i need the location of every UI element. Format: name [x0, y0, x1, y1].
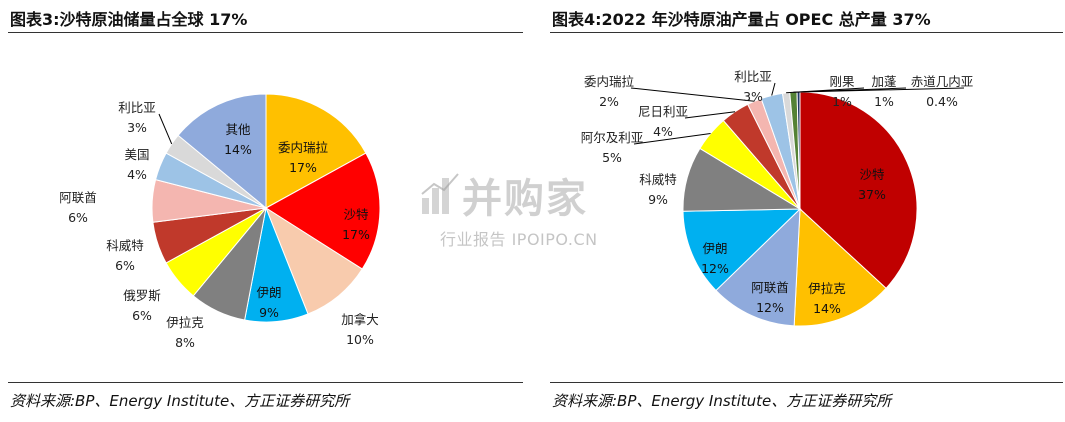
slice-value-label: 0.4% [926, 94, 958, 109]
slice-name-label: 美国 [124, 147, 149, 162]
slice-value-label: 6% [68, 210, 88, 225]
left-bottom-rule [8, 382, 523, 383]
slice-value-label: 17% [342, 227, 370, 242]
pie-slice [264, 206, 363, 315]
slice-name-label: 阿联酋 [59, 190, 97, 205]
pie-slices [682, 91, 918, 327]
slice-name-label: 委内瑞拉 [584, 74, 635, 89]
slice-name-label: 赤道几内亚 [911, 74, 974, 89]
leader-lines [158, 113, 173, 145]
slice-name-label: 伊拉克 [808, 281, 846, 296]
slice-name-label: 伊朗 [702, 241, 727, 256]
slice-name-label: 科威特 [639, 172, 677, 187]
slice-name-label: 阿联酋 [751, 280, 789, 295]
slice-value-label: 6% [132, 308, 152, 323]
slice-name-label: 尼日利亚 [638, 104, 688, 119]
slice-value-label: 17% [289, 160, 317, 175]
left-pie-chart: 委内瑞拉 17% 沙特 17% 加拿大 10% 伊朗 9% 伊拉克 8% 俄罗斯 6% 科威特 6% 阿联酋… [59, 93, 381, 350]
right-source-note: 资料来源:BP、Energy Institute、方正证券研究所 [552, 392, 892, 410]
slice-value-label: 9% [259, 305, 279, 320]
slice-value-label: 1% [832, 94, 852, 109]
slice-name-label: 沙特 [859, 167, 884, 182]
slice-value-label: 5% [602, 150, 622, 165]
slice-value-label: 3% [127, 120, 147, 135]
slice-name-label: 利比亚 [734, 69, 772, 84]
pie-slices [151, 93, 381, 323]
left-chart-title: 图表3:沙特原油储量占全球 17% [10, 10, 248, 29]
pie-slice [265, 93, 367, 209]
pie-slice [682, 208, 802, 292]
slice-name-label: 沙特 [343, 207, 368, 222]
slice-value-label: 12% [701, 261, 729, 276]
slice-value-label: 14% [813, 301, 841, 316]
slice-name-label: 俄罗斯 [123, 288, 161, 303]
slice-labels: 沙特 37% 伊拉克 14% 阿联酋 12% 伊朗 12% 科威特 9% 阿尔及利亚 5% 尼日利亚 4%… [581, 69, 974, 316]
pie-slice [265, 152, 381, 270]
slice-name-label: 伊朗 [256, 285, 281, 300]
left-source-note: 资料来源:BP、Energy Institute、方正证券研究所 [10, 392, 350, 410]
slice-value-label: 1% [874, 94, 894, 109]
slice-value-label: 10% [346, 332, 374, 347]
slice-value-label: 8% [175, 335, 195, 350]
slice-name-label: 加拿大 [341, 312, 379, 327]
slice-name-label: 刚果 [829, 74, 855, 89]
slice-value-label: 14% [224, 142, 252, 157]
slice-name-label: 伊拉克 [166, 315, 204, 330]
leader-line [633, 133, 711, 145]
leader-line [771, 82, 776, 96]
pie-slice [799, 91, 918, 290]
slice-value-label: 2% [599, 94, 619, 109]
leader-line [798, 87, 965, 93]
leader-lines [630, 82, 965, 145]
left-top-rule [8, 32, 523, 33]
right-top-rule [550, 32, 1063, 33]
left-chart-panel: 图表3:沙特原油储量占全球 17% 委内瑞拉 17% 沙特 17% 加拿大 10% 伊朗 9%… [0, 0, 525, 422]
bar-chart-logo-icon [421, 173, 459, 214]
slice-value-label: 9% [648, 192, 668, 207]
leader-line [684, 111, 736, 119]
slice-value-label: 3% [743, 89, 763, 104]
watermark: 并购家 行业报告 IPOIPO.CN [418, 166, 658, 266]
slice-name-label: 其他 [225, 122, 251, 137]
slice-name-label: 委内瑞拉 [278, 140, 329, 155]
slice-name-label: 科威特 [106, 238, 144, 253]
right-pie-chart: 沙特 37% 伊拉克 14% 阿联酋 12% 伊朗 12% 科威特 9% 阿尔及利亚 5% 尼日利亚 4%… [581, 69, 974, 327]
pie-slice [177, 93, 267, 210]
slice-value-label: 4% [653, 124, 673, 139]
pie-slice [715, 207, 801, 327]
right-chart-panel: 图表4:2022 年沙特原油产量占 OPEC 总产量 37% 沙特 37% 伊拉克 1… [542, 0, 1065, 422]
leader-line [158, 113, 173, 145]
slice-name-label: 利比亚 [118, 100, 156, 115]
right-chart-title: 图表4:2022 年沙特原油产量占 OPEC 总产量 37% [552, 10, 931, 29]
slice-value-label: 4% [127, 167, 147, 182]
pie-slice [793, 207, 887, 327]
slice-value-label: 12% [756, 300, 784, 315]
slice-name-label: 阿尔及利亚 [581, 130, 644, 145]
slice-labels: 委内瑞拉 17% 沙特 17% 加拿大 10% 伊朗 9% 伊拉克 8% 俄罗斯 6% 科威特 6% 阿联酋… [59, 100, 379, 350]
watermark-brand: 并购家 [462, 176, 588, 222]
slice-name-label: 加蓬 [871, 74, 897, 89]
slice-value-label: 6% [115, 258, 135, 273]
watermark-subtitle: 行业报告 IPOIPO.CN [440, 230, 598, 249]
right-bottom-rule [550, 382, 1063, 383]
leader-line [630, 87, 755, 102]
slice-value-label: 37% [858, 187, 886, 202]
